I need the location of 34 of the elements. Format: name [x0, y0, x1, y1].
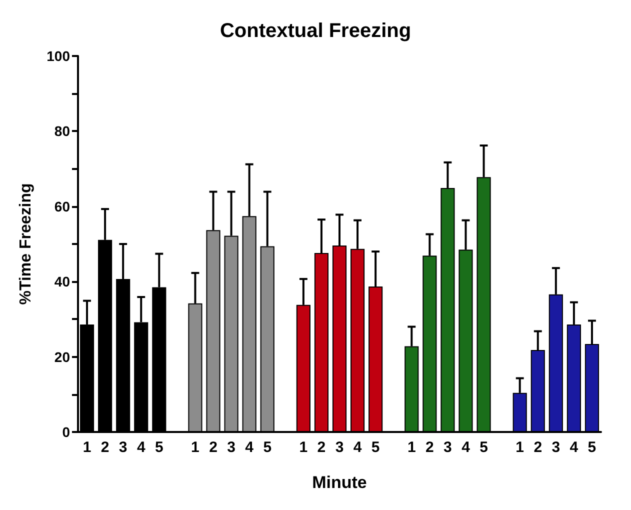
- y-tick-label: 80: [54, 123, 70, 140]
- y-tick-label: 0: [62, 424, 70, 440]
- x-tick-label: 2: [426, 439, 434, 456]
- x-tick-label: 3: [335, 439, 344, 456]
- x-tick-label: 3: [444, 439, 452, 456]
- x-tick-label: 3: [552, 439, 560, 456]
- x-tick-label: 5: [154, 439, 164, 456]
- y-tick-label: 20: [54, 348, 70, 365]
- chart-title: Contextual Freezing: [220, 20, 412, 42]
- x-tick-label: 2: [209, 439, 218, 456]
- x-tick-label: 4: [136, 439, 146, 456]
- x-tick-label: 3: [227, 439, 236, 456]
- x-tick-label: 2: [100, 439, 110, 456]
- x-tick-label: 5: [263, 439, 272, 456]
- x-tick-label: 5: [480, 439, 488, 456]
- x-tick-label: 4: [462, 439, 471, 456]
- y-tick-label: 100: [46, 48, 70, 64]
- x-tick-label: 5: [371, 439, 380, 456]
- x-tick-label: 1: [299, 439, 308, 456]
- x-axis-title: Minute: [312, 473, 367, 492]
- x-tick-label: 5: [588, 439, 596, 456]
- y-axis-title: %Time Freezing: [18, 183, 34, 305]
- x-tick-label: 2: [317, 439, 326, 456]
- x-tick-label: 4: [353, 439, 362, 456]
- x-tick-label: 1: [407, 439, 416, 456]
- x-tick-label: 1: [516, 439, 524, 456]
- x-tick-label: 2: [534, 439, 542, 456]
- x-tick-label: 4: [570, 439, 579, 456]
- y-tick-label: 60: [54, 198, 70, 214]
- x-tick-label: 4: [245, 439, 254, 456]
- x-tick-label: 1: [191, 439, 200, 456]
- x-tick-label: 1: [82, 439, 92, 456]
- y-tick-label: 40: [54, 274, 70, 290]
- x-tick-label: 3: [118, 439, 128, 456]
